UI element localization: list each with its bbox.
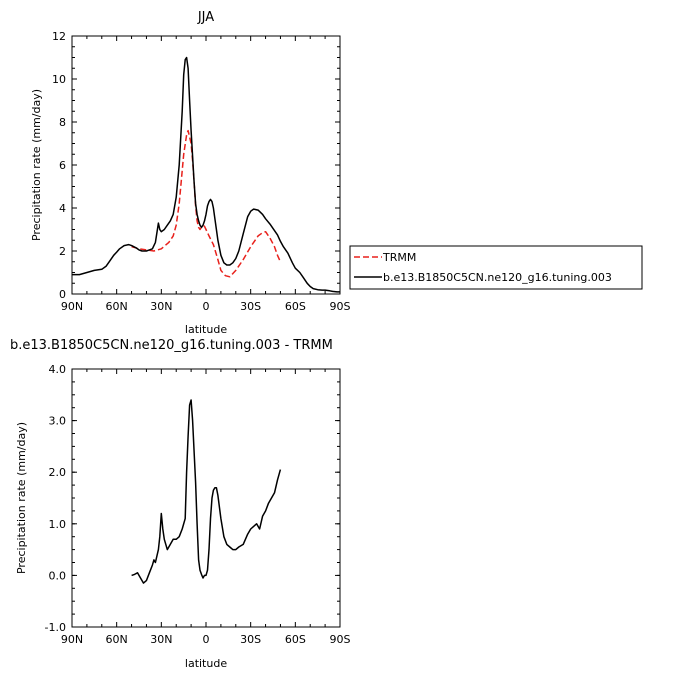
y-tick-label: 8 xyxy=(59,116,66,129)
chart-title-bottom: b.e13.B1850C5CN.ne120_g16.tuning.003 - T… xyxy=(10,338,333,353)
x-tick-label: 30S xyxy=(240,300,261,313)
legend-label-trmm: TRMM xyxy=(382,251,416,264)
x-tick-label: 30S xyxy=(240,633,261,646)
y-tick-labels-bottom: -1.0 0.0 1.0 2.0 3.0 4.0 xyxy=(45,363,340,634)
x-tick-label: 90S xyxy=(330,300,351,313)
y-tick-label: 0.0 xyxy=(49,569,67,582)
y-tick-label: 1.0 xyxy=(49,518,67,531)
x-tick-label: 60S xyxy=(285,300,306,313)
x-tick-label: 0 xyxy=(203,300,210,313)
x-tick-label: 60S xyxy=(285,633,306,646)
legend-label-model: b.e13.B1850C5CN.ne120_g16.tuning.003 xyxy=(383,271,612,284)
y-tick-label: 0 xyxy=(59,288,66,301)
y-tick-label: 10 xyxy=(52,73,66,86)
y-tick-label: 12 xyxy=(52,30,66,43)
plot-frame-bottom xyxy=(71,368,341,628)
x-tick-label: 30N xyxy=(150,300,172,313)
trmm-series-line xyxy=(131,129,282,278)
chart-title-top: JJA xyxy=(197,10,214,25)
x-tick-label: 0 xyxy=(203,633,210,646)
difference-series-line xyxy=(131,399,282,584)
y-tick-label: 3.0 xyxy=(49,415,67,428)
y-tick-label: 2 xyxy=(59,245,66,258)
x-tick-label: 30N xyxy=(150,633,172,646)
y-tick-label: -1.0 xyxy=(45,621,66,634)
legend: TRMM b.e13.B1850C5CN.ne120_g16.tuning.00… xyxy=(349,245,643,290)
y-tick-label: 2.0 xyxy=(49,466,67,479)
x-tick-label: 60N xyxy=(106,300,128,313)
legend-box xyxy=(349,245,643,290)
y-axis-label-bottom: Precipitation rate (mm/day) xyxy=(15,422,28,574)
x-tick-label: 90N xyxy=(61,300,83,313)
x-tick-labels-bottom: 90N 60N 30N 0 30S 60S 90S xyxy=(61,369,351,646)
x-tick-label: 90N xyxy=(61,633,83,646)
x-axis-label-top: latitude xyxy=(185,323,227,336)
y-tick-label: 6 xyxy=(59,159,66,172)
x-tick-label: 90S xyxy=(330,633,351,646)
y-tick-label: 4.0 xyxy=(49,363,67,376)
plot-frame-top xyxy=(71,35,341,295)
b-e13-b1850c5cn-ne120-g16-tuning-003-series-line xyxy=(72,56,340,293)
panel-bottom: b.e13.B1850C5CN.ne120_g16.tuning.003 - T… xyxy=(10,338,351,670)
x-axis-label-bottom: latitude xyxy=(185,657,227,670)
x-tick-labels-top: 90N 60N 30N 0 30S 60S 90S xyxy=(61,36,351,313)
y-tick-label: 4 xyxy=(59,202,66,215)
series-layer-top xyxy=(72,56,340,293)
y-tick-labels-top: 0 2 4 6 8 10 12 xyxy=(52,30,340,301)
x-tick-label: 60N xyxy=(106,633,128,646)
series-layer-bottom xyxy=(131,399,282,584)
panel-top: JJA 90N 60N 30N 0 30S 60S 90S 0 2 4 6 8 10 12 latitu… xyxy=(30,10,643,336)
y-axis-label-top: Precipitation rate (mm/day) xyxy=(30,89,43,241)
